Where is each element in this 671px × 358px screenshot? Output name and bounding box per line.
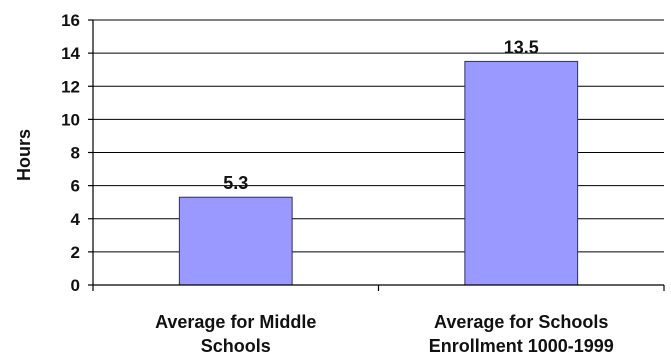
category-label-0-0: Average for Middle: [155, 312, 316, 332]
data-label-1: 13.5: [504, 37, 539, 57]
y-tick-label-14: 14: [61, 44, 80, 63]
y-tick-label-8: 8: [71, 144, 80, 163]
y-axis-title: Hours: [14, 129, 34, 181]
category-label-0-1: Schools: [201, 336, 271, 356]
gridlines: [93, 19, 664, 253]
category-labels: Average for Middle Schools Average for Sch…: [155, 312, 614, 356]
y-tick-labels: 0 2 4 6 8 10 12 14 16: [61, 11, 80, 295]
axes: [88, 19, 665, 291]
y-tick-label-16: 16: [61, 11, 80, 30]
data-labels: 5.3 13.5: [223, 37, 539, 193]
bar-1: [464, 60, 579, 286]
bar-0: [178, 196, 293, 286]
y-tick-label-2: 2: [71, 243, 80, 262]
y-tick-label-4: 4: [71, 210, 81, 229]
y-tick-label-6: 6: [71, 177, 80, 196]
category-label-1-1: Enrollment 1000-1999: [429, 336, 614, 356]
y-tick-label-12: 12: [61, 77, 80, 96]
data-label-0: 5.3: [223, 173, 248, 193]
y-tick-label-0: 0: [71, 276, 80, 295]
category-label-1-0: Average for Schools: [434, 312, 608, 332]
bars: [178, 60, 579, 286]
y-tick-label-10: 10: [61, 110, 80, 129]
